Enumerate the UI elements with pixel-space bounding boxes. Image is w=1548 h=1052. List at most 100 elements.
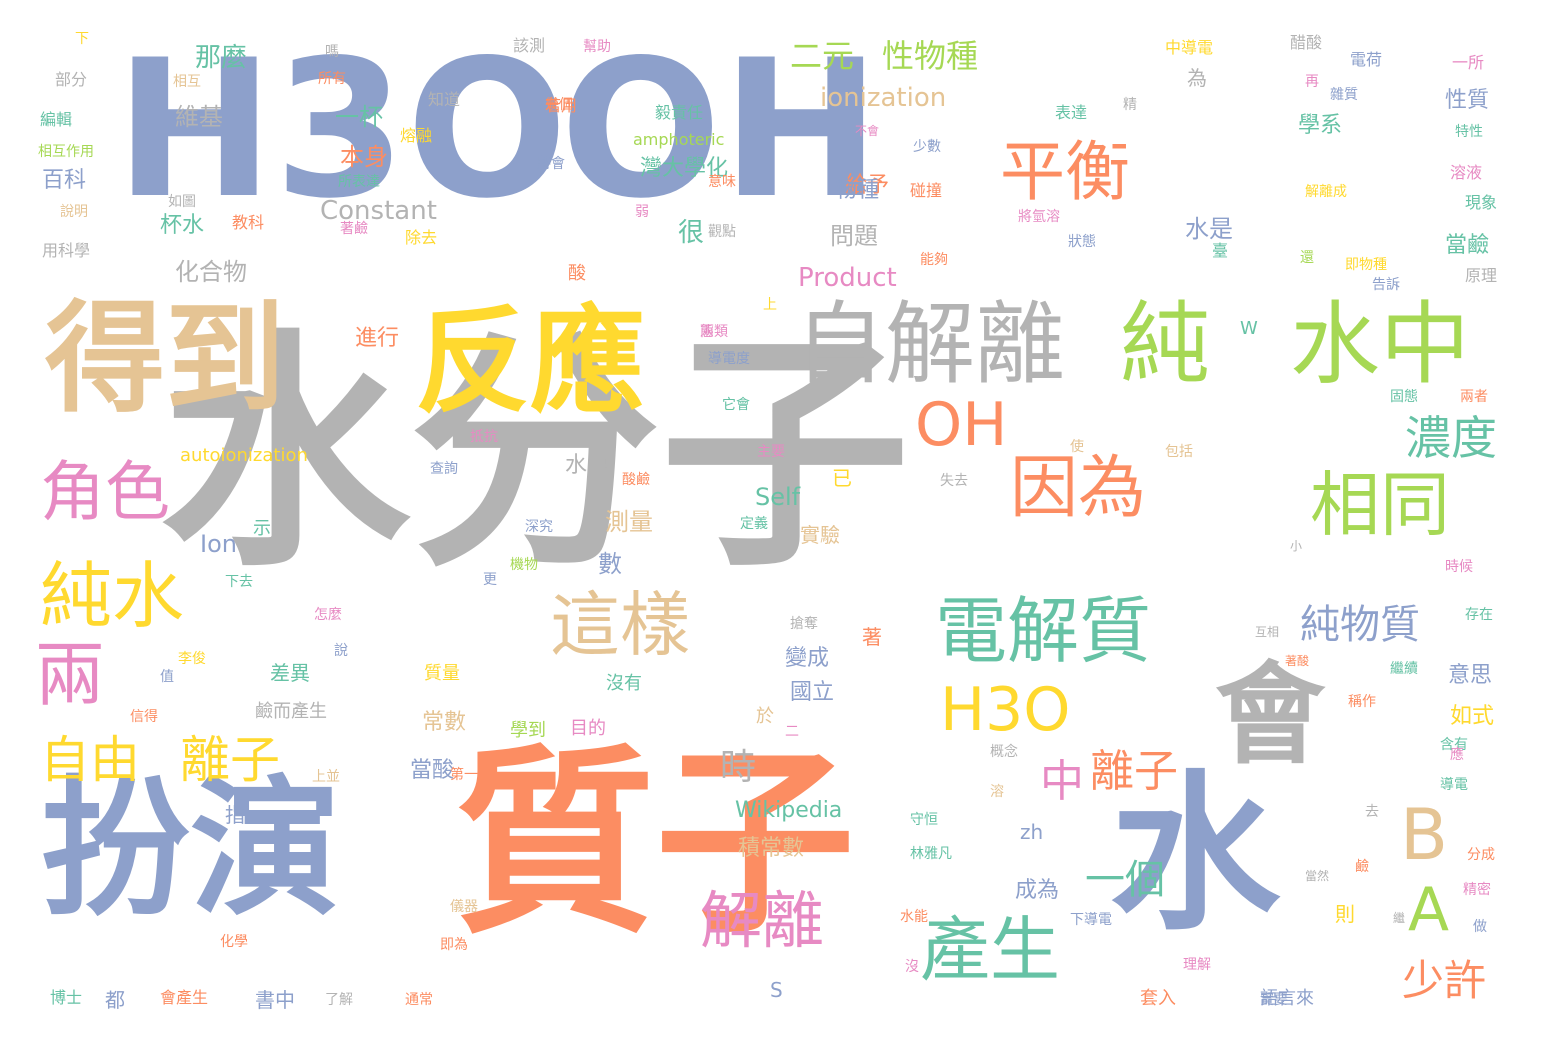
cloud-word: 抵抗 (470, 429, 498, 445)
cloud-word: 產生 (920, 909, 1060, 991)
cloud-word: 學到 (510, 720, 546, 741)
cloud-word: 熔融 (400, 126, 433, 145)
cloud-word: 化學 (220, 934, 248, 950)
cloud-word: 幾個 (545, 97, 573, 113)
cloud-word: 失去 (940, 473, 968, 489)
cloud-word: 兩類 (700, 324, 728, 340)
cloud-word: 說明 (60, 204, 88, 220)
cloud-word: 狀態 (1068, 234, 1096, 250)
cloud-word: 水中 (1290, 292, 1470, 397)
cloud-word: S (770, 978, 783, 1002)
cloud-word: 因為 (1010, 449, 1147, 528)
cloud-word: 那麼 (195, 43, 248, 73)
cloud-word: 水 (1110, 756, 1281, 954)
cloud-word: 深究 (525, 519, 553, 535)
cloud-word: 兩者 (1460, 389, 1488, 405)
cloud-word: 上 (763, 297, 777, 313)
cloud-word: Constant (320, 196, 437, 226)
cloud-word: 問題 (830, 222, 878, 250)
cloud-word: 純水 (40, 554, 185, 638)
cloud-word: 毅責任 (655, 103, 704, 122)
cloud-word: 這樣 (550, 584, 690, 666)
cloud-word: 儀器 (450, 899, 478, 915)
cloud-word: 指 (225, 803, 245, 827)
cloud-word: 水是 (1185, 215, 1233, 243)
cloud-word: 即物種 (1345, 257, 1387, 273)
cloud-word: OH (915, 390, 1008, 460)
cloud-word: 應 (1450, 747, 1464, 763)
cloud-word: 告訴 (1372, 277, 1400, 293)
cloud-word: 怎麼 (314, 607, 342, 623)
cloud-word: 下 (75, 31, 89, 47)
cloud-word: 鹼而產生 (255, 701, 327, 722)
cloud-word: 目的 (570, 718, 606, 739)
cloud-word: Product (798, 263, 897, 293)
cloud-word: 自解離 (795, 292, 1065, 397)
cloud-word: 會產生 (160, 988, 209, 1007)
cloud-word: 離子 (180, 731, 280, 789)
cloud-word: 濃度 (1405, 411, 1497, 465)
cloud-word: 當酸 (410, 758, 455, 783)
cloud-word: 表達 (1055, 103, 1088, 122)
cloud-word: 林雅凡 (910, 846, 952, 862)
cloud-word: 中 (1040, 756, 1084, 807)
cloud-word: 部分 (55, 70, 88, 89)
cloud-word: 原理 (1465, 266, 1498, 285)
cloud-word: 更 (483, 572, 497, 588)
cloud-word: 如圖 (168, 194, 196, 210)
cloud-word: 電解質 (935, 589, 1152, 673)
cloud-word: 百科 (42, 168, 87, 193)
cloud-word: 精密 (1463, 882, 1491, 898)
cloud-word: 沒 (905, 959, 919, 975)
cloud-word: 所有 (318, 71, 346, 87)
cloud-word: 嗎 (325, 44, 339, 60)
cloud-word: zh (1020, 820, 1044, 844)
cloud-word: 溶 (990, 784, 1004, 800)
cloud-word: 碰撞 (910, 181, 943, 200)
cloud-word: 使 (1070, 439, 1084, 455)
cloud-word: 編輯 (40, 110, 73, 129)
cloud-word: 做 (1473, 919, 1487, 935)
cloud-word: H3O (940, 675, 1071, 745)
cloud-word: 特性 (1455, 124, 1483, 140)
cloud-word: 質量 (424, 663, 460, 684)
cloud-word: 常數 (422, 710, 467, 735)
cloud-word: 繼續 (1390, 661, 1418, 677)
cloud-word: 反應 (415, 295, 646, 429)
cloud-word: 相互 (173, 74, 201, 90)
cloud-word: 含有 (1440, 737, 1468, 753)
cloud-word: 下去 (225, 574, 253, 590)
cloud-word: 意味 (708, 174, 736, 190)
cloud-word: 將氫溶 (1018, 209, 1060, 225)
cloud-word: 水能 (900, 909, 928, 925)
cloud-word: 現象 (1465, 193, 1498, 212)
cloud-word: 相互作用 (38, 144, 94, 160)
cloud-word: 水中 (565, 453, 610, 478)
cloud-word: 主要 (757, 444, 785, 460)
cloud-word: 實要 (1260, 992, 1288, 1008)
cloud-word: 若用 (545, 96, 578, 115)
cloud-word: 進行 (355, 326, 400, 351)
cloud-word: 得到 (45, 290, 285, 429)
cloud-word: 分成 (1467, 847, 1495, 863)
cloud-word: 都 (105, 988, 125, 1012)
cloud-word: 一個 (1085, 857, 1165, 903)
cloud-word: 概念 (990, 744, 1018, 760)
cloud-word: 酸鹼 (622, 472, 650, 488)
cloud-word: 再 (1305, 74, 1319, 90)
cloud-word: W (1240, 318, 1258, 339)
cloud-word: 一所 (1452, 53, 1485, 72)
cloud-word: 態 (700, 324, 714, 340)
cloud-word: 酸 (568, 263, 586, 284)
cloud-word: 中導電 (1165, 38, 1214, 57)
cloud-word: 解離成 (1305, 184, 1347, 200)
cloud-word: 解離 (700, 884, 825, 957)
cloud-word: 機物 (510, 557, 538, 573)
cloud-word: 還 (1300, 250, 1314, 266)
cloud-word: 除去 (405, 228, 438, 247)
cloud-word: 質子 (455, 728, 856, 961)
cloud-word: 導電度 (708, 351, 750, 367)
cloud-word: 性物種 (882, 37, 979, 75)
cloud-word: 搶奪 (790, 616, 818, 632)
cloud-word: 化合物 (175, 258, 247, 286)
